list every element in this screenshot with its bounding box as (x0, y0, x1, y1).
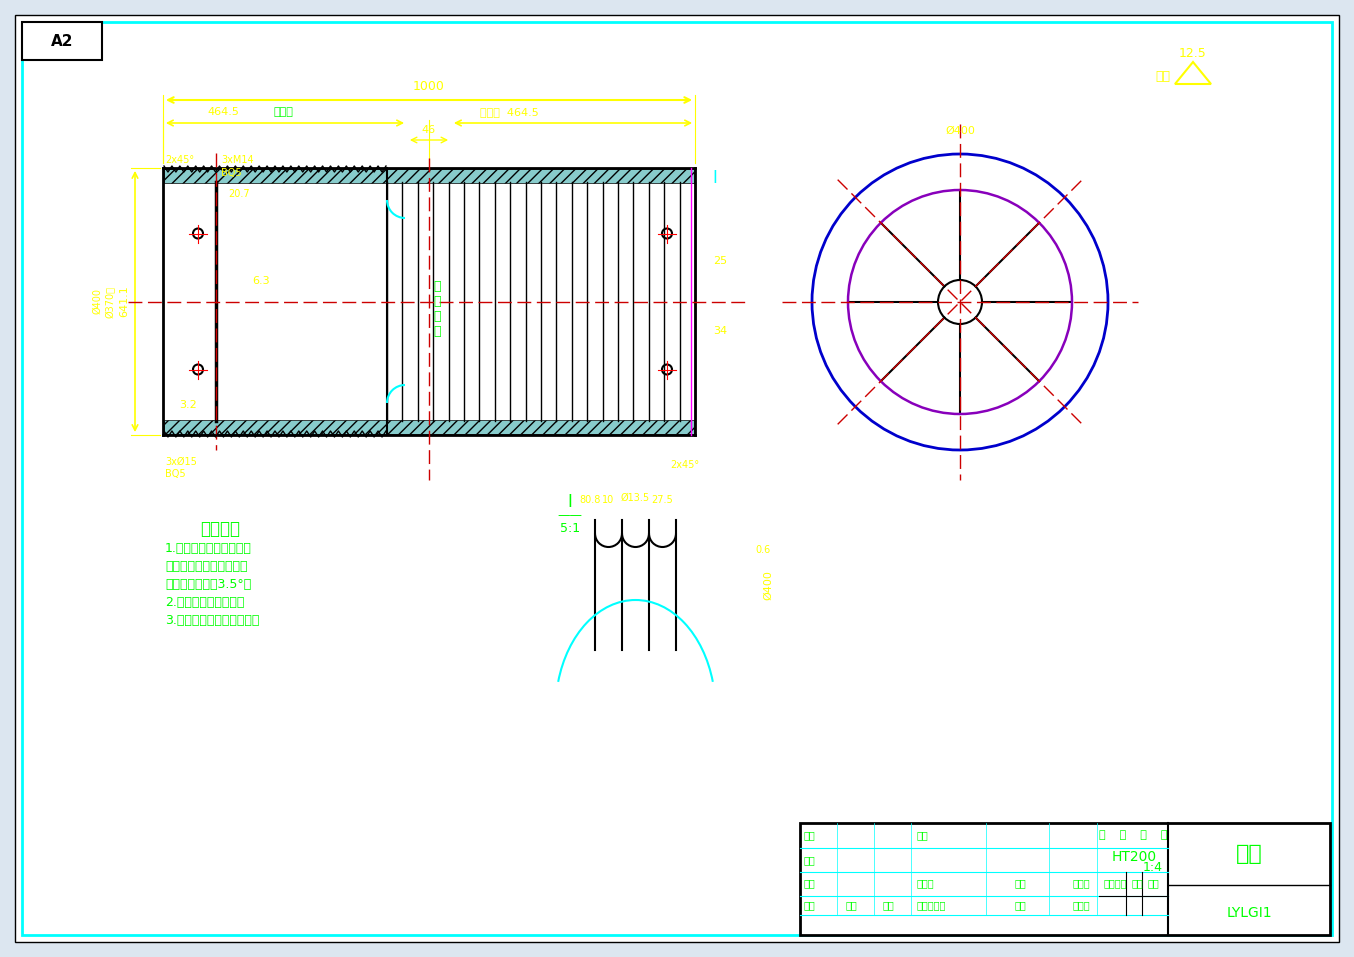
Text: 6.3: 6.3 (252, 277, 269, 286)
Text: ——: —— (558, 509, 582, 523)
Text: 阶段标记: 阶段标记 (1104, 879, 1127, 888)
Text: 左: 左 (433, 280, 441, 293)
Text: 批准: 批准 (917, 831, 929, 840)
Text: Ø13.5: Ø13.5 (621, 493, 650, 503)
Text: 464.5: 464.5 (207, 107, 238, 117)
Text: 1.钉丝绳绕进或绕出卷筒: 1.钉丝绳绕进或绕出卷筒 (165, 542, 252, 555)
Text: 80.8: 80.8 (580, 495, 601, 505)
Text: 签名: 签名 (1014, 879, 1026, 888)
Text: Ø400: Ø400 (945, 126, 975, 136)
Text: 年月日: 年月日 (1072, 879, 1090, 888)
Text: 1:4: 1:4 (1143, 861, 1163, 875)
Text: 对: 对 (433, 310, 441, 323)
Text: Ø400: Ø400 (92, 288, 102, 315)
Text: I: I (567, 493, 573, 511)
Text: 3xM14: 3xM14 (221, 155, 253, 165)
Text: 称: 称 (433, 325, 441, 338)
Text: Ø370槽: Ø370槽 (106, 285, 116, 318)
Text: 左向槽  464.5: 左向槽 464.5 (479, 107, 539, 117)
Text: 处数: 处数 (845, 900, 857, 910)
Text: 工艺: 工艺 (804, 831, 815, 840)
Text: 重量: 重量 (1131, 879, 1143, 888)
Text: 分区: 分区 (883, 900, 894, 910)
Text: 2.热处理：表面淣火。: 2.热处理：表面淣火。 (165, 596, 244, 609)
Text: 更改文件号: 更改文件号 (917, 900, 946, 910)
Text: 34: 34 (714, 326, 727, 337)
Text: 标准化: 标准化 (917, 879, 934, 888)
Text: 标记: 标记 (804, 900, 815, 910)
Text: 其余: 其余 (1155, 70, 1170, 82)
Text: 卷筒: 卷筒 (1236, 844, 1262, 864)
Text: 0.6: 0.6 (756, 545, 770, 555)
Text: 时，钉丝绳偏离螺旋槽两: 时，钉丝绳偏离螺旋槽两 (165, 560, 248, 573)
Text: I: I (712, 169, 718, 187)
Text: Ø400: Ø400 (764, 570, 773, 600)
Text: 20.7: 20.7 (227, 189, 249, 199)
Bar (164, 420, 695, 434)
Text: LYLGI1: LYLGI1 (1227, 905, 1271, 920)
Text: 46: 46 (422, 125, 436, 135)
Text: BQ5: BQ5 (165, 469, 185, 479)
Bar (800, 823, 1330, 935)
Text: A2: A2 (50, 33, 73, 49)
Text: 审核: 审核 (804, 855, 815, 865)
Text: HT200: HT200 (1112, 850, 1156, 863)
Text: BQ5: BQ5 (221, 168, 241, 178)
Text: 右: 右 (433, 295, 441, 308)
Text: 技术要求: 技术要求 (200, 520, 240, 538)
Text: 10: 10 (603, 495, 615, 505)
Text: 3.2: 3.2 (179, 400, 196, 410)
Text: 3xØ15: 3xØ15 (165, 457, 196, 467)
Text: 641.1: 641.1 (119, 285, 129, 318)
Text: 共    页    第    页: 共 页 第 页 (1099, 831, 1169, 840)
Text: 5:1: 5:1 (561, 522, 580, 535)
Text: 侧的角度不大于3.5°；: 侧的角度不大于3.5°； (165, 578, 252, 591)
Text: 27.5: 27.5 (651, 495, 673, 505)
Bar (22, 22, 102, 60)
Text: 2x45°: 2x45° (670, 460, 700, 470)
Text: 1000: 1000 (413, 80, 445, 93)
Text: 签名: 签名 (1014, 900, 1026, 910)
Text: 比例: 比例 (1147, 879, 1159, 888)
Text: 3.卷筒槽加工不能有缺陷。: 3.卷筒槽加工不能有缺陷。 (165, 614, 260, 627)
Text: 设计: 设计 (804, 879, 815, 888)
Text: 25: 25 (714, 256, 727, 266)
Text: 12.5: 12.5 (1179, 47, 1206, 60)
Text: 2x45°: 2x45° (165, 155, 194, 165)
Bar (164, 169, 695, 183)
Text: 年月日: 年月日 (1072, 900, 1090, 910)
Text: 右向槽: 右向槽 (274, 107, 292, 117)
